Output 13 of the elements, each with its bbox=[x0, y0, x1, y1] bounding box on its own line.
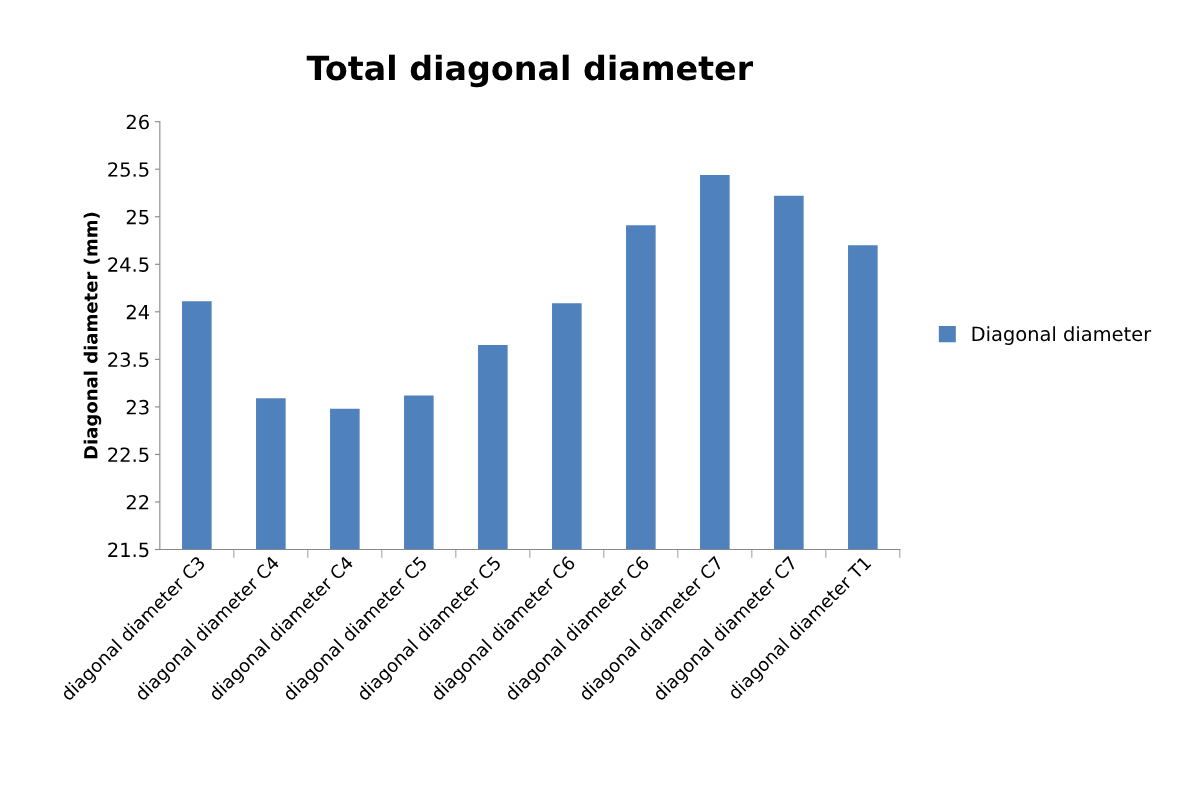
y-axis-title: Diagonal diameter (mm) bbox=[83, 212, 102, 459]
y-tick-label: 23.5 bbox=[108, 352, 149, 368]
y-tick-label: 25.5 bbox=[108, 162, 149, 177]
y-tick-label: 22.5 bbox=[108, 447, 149, 463]
y-tick-label: 23 bbox=[126, 399, 149, 415]
y-tick-label: 24 bbox=[126, 304, 150, 320]
legend-label: Diagonal diameter bbox=[972, 326, 1152, 345]
y-tick-label: 21.5 bbox=[108, 542, 149, 558]
y-tick-label: 22 bbox=[126, 494, 149, 510]
y-tick-label: 24.5 bbox=[108, 257, 149, 272]
y-tick-label: 25 bbox=[126, 209, 149, 225]
chart-title: Total diagonal diameter bbox=[306, 54, 754, 88]
y-tick-label: 26 bbox=[126, 114, 149, 130]
